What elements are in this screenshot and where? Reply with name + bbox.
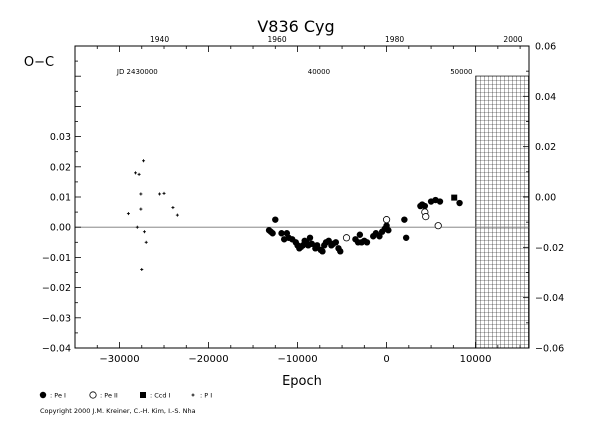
data-point [319, 248, 326, 255]
y-tick-label-left: 0.03 [50, 132, 71, 143]
future-hatch-region [475, 75, 529, 348]
data-point [342, 234, 351, 242]
data-point [158, 192, 162, 196]
data-point [456, 199, 463, 207]
x-tick-label: −10000 [277, 354, 317, 365]
x-tick-label: −30000 [99, 354, 139, 365]
series-2 [451, 194, 458, 201]
data-point [269, 230, 276, 237]
data-point [422, 213, 430, 221]
y-tick-label-right: 0.04 [535, 92, 556, 103]
x-tick-label: 10000 [460, 354, 492, 365]
y-tick-label-left: 0.00 [50, 223, 71, 234]
axes: −30000 −20000 −10000 0 10000 −0.04 −0.03 −0.02 −… [42, 35, 564, 365]
data-point [306, 234, 314, 241]
data-point [436, 198, 444, 205]
year-tick-label: 2000 [503, 35, 522, 44]
data-point [308, 240, 315, 248]
data-point [142, 159, 146, 163]
chart-title: V836 Cyg [257, 17, 334, 36]
data-point [144, 240, 148, 244]
data-point [401, 216, 408, 223]
series-1 [342, 208, 442, 242]
data-point [337, 248, 344, 255]
legend-label: : Pe I [50, 392, 66, 400]
data-point [363, 239, 371, 246]
y-tick-label-left: −0.02 [42, 283, 71, 294]
data-point [434, 222, 442, 230]
y-tick-label-right: 0.06 [535, 42, 556, 53]
legend: : Pe I : Pe II : Ccd I : P I [39, 391, 212, 400]
data-point [142, 230, 146, 234]
jd-tick-label: 50000 [450, 68, 472, 76]
data-point [402, 234, 410, 241]
y-tick-label-left: 0.01 [50, 193, 71, 204]
copyright-text: Copyright 2000 J.M. Kreiner, C.-H. Kim, … [40, 407, 196, 415]
plot-frame [74, 45, 530, 349]
data-point [385, 227, 392, 234]
legend-label: : Ccd I [150, 392, 171, 400]
y-tick-label-right: −0.04 [535, 293, 564, 304]
data-point [140, 267, 144, 271]
year-tick-label: 1960 [268, 35, 287, 44]
data-point [356, 231, 364, 238]
y-tick-label-right: 0.02 [535, 142, 556, 153]
data-point [451, 194, 458, 201]
data-point [421, 202, 429, 210]
series-0 [265, 196, 463, 255]
data-point [175, 213, 179, 217]
data-point [126, 212, 130, 216]
data-point [313, 242, 321, 249]
data-point [171, 206, 175, 210]
legend-marker [140, 392, 146, 398]
y-tick-label-right: −0.02 [535, 243, 564, 254]
legend-label: : Pe II [100, 392, 118, 400]
y-tick-label-right: −0.06 [535, 344, 564, 355]
legend-label: : P I [200, 392, 212, 400]
year-tick-label: 1980 [385, 35, 404, 44]
data-point [134, 171, 138, 175]
jd-tick-label: JD 2430000 [116, 68, 158, 76]
y-tick-label-left: −0.01 [42, 253, 71, 264]
data-point [278, 230, 285, 237]
data-point [139, 192, 143, 196]
legend-marker [191, 393, 195, 397]
y-tick-label-left: −0.03 [42, 313, 71, 324]
data-point [272, 216, 279, 223]
data-point [382, 216, 391, 224]
data-point [137, 172, 141, 176]
y-tick-label-left: 0.02 [50, 162, 71, 173]
data-point [139, 207, 143, 211]
data-point [332, 239, 340, 246]
jd-tick-label: 40000 [308, 68, 330, 76]
legend-marker [39, 391, 47, 399]
x-tick-label: −20000 [188, 354, 228, 365]
legend-marker [89, 391, 97, 399]
y-axis-label: O−C [24, 55, 54, 70]
x-axis-label: Epoch [282, 374, 322, 389]
x-tick-label: 0 [383, 354, 389, 365]
data-point [162, 191, 166, 195]
y-tick-label-right: 0.00 [535, 193, 556, 204]
data-points [126, 159, 463, 271]
year-tick-label: 1940 [150, 35, 169, 44]
y-tick-label-left: −0.04 [42, 344, 71, 355]
series-3 [126, 159, 179, 271]
data-point [135, 225, 139, 229]
hatch-rect [475, 75, 529, 348]
